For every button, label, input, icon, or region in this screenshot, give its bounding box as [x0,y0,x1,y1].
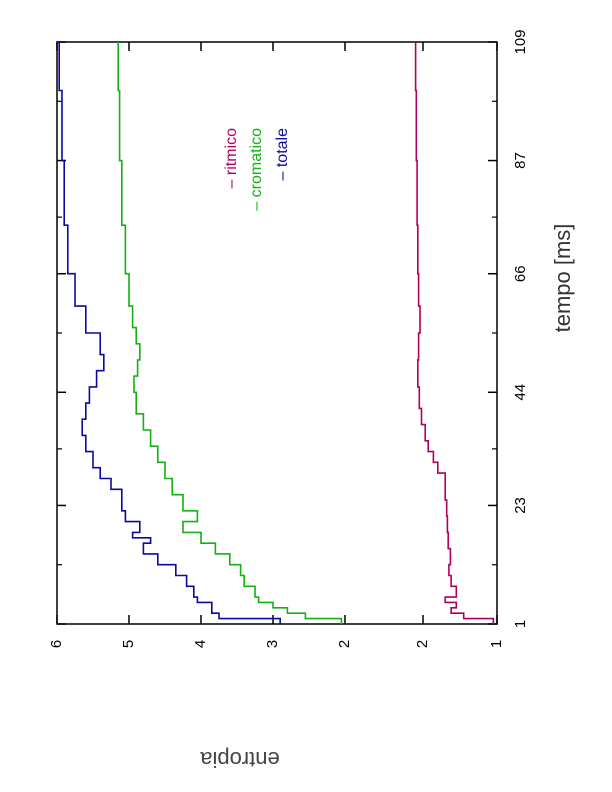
x-axis-title: tempo [ms] [550,224,575,333]
series-line-totale [57,41,281,624]
x-tick-label: 87 [512,152,529,169]
x-tick-label: 1 [512,620,529,628]
legend-entry-ritmico: – ritmico [223,128,240,189]
y-tick-label: 1 [488,640,505,648]
legend-entry-cromatico: – cromatico [248,128,265,211]
y-tick-label: 6 [48,640,65,648]
x-tick-label: 44 [512,384,529,401]
y-axis-title: entropia [199,747,279,772]
x-tick-label: 66 [512,265,529,282]
y-tick-label: 3 [264,640,281,648]
y-ticks: 1 2 2 3 4 5 6 [48,42,505,648]
series-line-ritmico [414,42,495,624]
y-tick-label: 2 [336,640,353,648]
legend-entry-totale: – totale [274,128,291,181]
x-tick-label: 23 [512,497,529,514]
legend: – ritmico – cromatico – totale [223,128,291,211]
series-line-cromatico [117,42,343,624]
x-tick-label: 109 [512,29,529,54]
x-ticks: 1 23 44 66 87 109 [57,29,529,628]
series-lines [57,41,495,624]
y-tick-label: 2 [414,640,431,648]
y-tick-label: 4 [192,640,209,648]
y-tick-label: 5 [120,640,137,648]
